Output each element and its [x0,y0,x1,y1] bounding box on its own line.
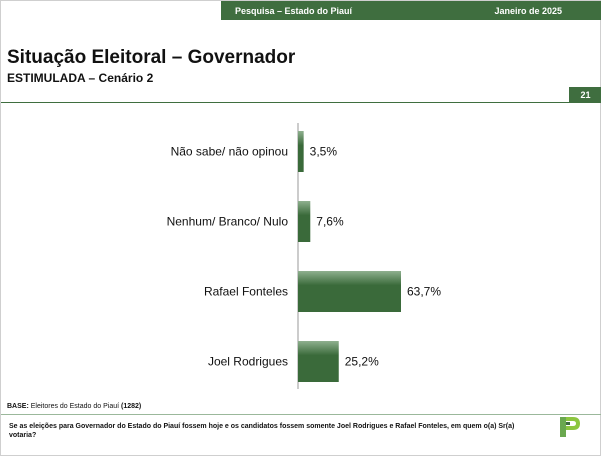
title-divider [1,102,569,103]
base-label: BASE: [7,403,29,410]
date-label: Janeiro de 2025 [494,6,562,16]
footer-divider [1,414,601,415]
bar [298,341,339,382]
category-label: Rafael Fonteles [204,285,288,299]
survey-question: Se as eleições para Governador do Estado… [9,423,515,439]
value-label: 7,6% [316,215,344,229]
value-label: 25,2% [345,355,379,369]
category-label: Joel Rodrigues [208,355,288,369]
category-label: Não sabe/ não opinou [171,145,288,159]
bar [298,131,304,172]
base-text: Eleitores do Estado do Piauí [28,403,122,410]
value-label: 3,5% [310,145,338,159]
base-count: (1282) [121,403,142,410]
page-subtitle: ESTIMULADA – Cenário 2 [7,71,154,85]
page-title: Situação Eleitoral – Governador [7,47,296,68]
category-label: Nenhum/ Branco/ Nulo [167,215,289,229]
survey-label: Pesquisa – Estado do Piauí [235,6,353,16]
bar [298,201,311,242]
value-label: 63,7% [407,285,441,299]
header-bar: Pesquisa – Estado do Piauí Janeiro de 20… [221,1,601,20]
bar [298,271,401,312]
page-number: 21 [569,87,601,103]
green-p-logo-icon [560,417,580,437]
bar-chart: Não sabe/ não opinou 3,5% Nenhum/ Branco/ … [167,123,441,389]
base-note: BASE: Eleitores do Estado do Piauí (1282… [7,403,141,410]
